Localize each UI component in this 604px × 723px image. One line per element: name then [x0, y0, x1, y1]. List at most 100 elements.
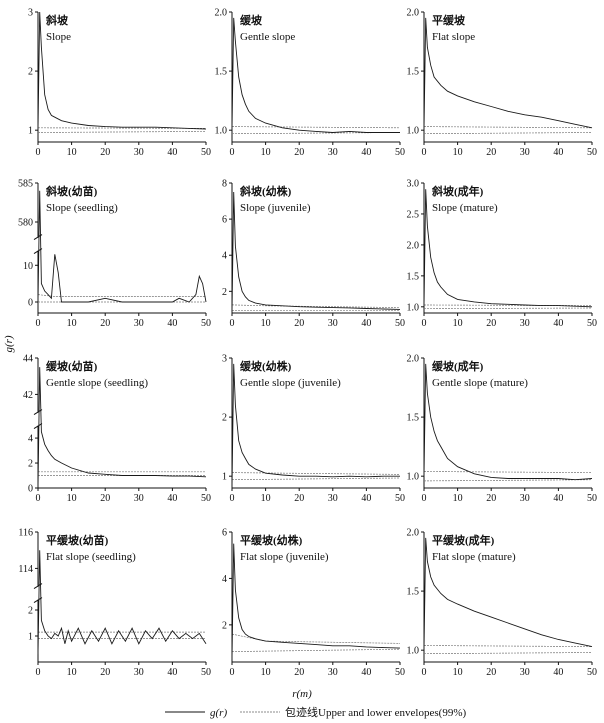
panel-title-cn: 平缓坡(幼苗): [46, 533, 109, 547]
y-tick-label: 1.0: [407, 302, 420, 313]
x-axis-label: r(m): [292, 688, 312, 700]
x-tick-label: 30: [328, 318, 338, 329]
panel-flat-seedling: 1 2 114 116 0 10 20 30 40 50 平缓坡(幼苗) Flat slope (se…: [18, 528, 211, 679]
x-tick-label: 0: [422, 667, 427, 678]
x-tick-label: 10: [261, 318, 271, 329]
y-tick-label: 2.5: [407, 209, 420, 220]
y-tick-label: 1: [28, 632, 33, 643]
y-axis-label: g(r): [3, 335, 15, 352]
y-tick-label: 1.5: [407, 413, 420, 424]
g-r-line: [231, 363, 400, 489]
x-tick-label: 20: [294, 147, 304, 158]
y-tick-label: 2.0: [407, 240, 420, 251]
lower-envelope-line: [423, 479, 593, 482]
y-tick-label: 0: [28, 484, 33, 495]
x-tick-label: 30: [328, 147, 338, 158]
legend-envelope-label: 包迹线Upper and lower envelopes(99%): [285, 705, 466, 719]
g-r-line: [231, 17, 400, 133]
y-tick-label: 114: [18, 564, 33, 575]
x-tick-label: 50: [395, 667, 405, 678]
g-r-line: [37, 367, 207, 489]
x-tick-label: 0: [422, 318, 427, 329]
y-tick-label: 2.0: [407, 354, 420, 365]
upper-envelope-line: [37, 294, 206, 297]
panel-title-en: Flat slope (juvenile): [240, 551, 329, 563]
y-tick-label: 1.0: [407, 126, 420, 137]
x-tick-label: 0: [36, 147, 41, 158]
x-tick-label: 10: [67, 147, 77, 158]
x-tick-label: 50: [395, 493, 405, 504]
x-tick-label: 20: [486, 147, 496, 158]
y-tick-label: 2: [28, 459, 33, 470]
x-tick-label: 40: [361, 318, 371, 329]
y-tick-label: 2.0: [407, 528, 420, 539]
panel-gentle: 1.0 1.5 2.0 0 10 20 30 40 50 缓坡 Gentle slope: [215, 8, 406, 159]
y-tick-label: 1: [222, 472, 227, 483]
lower-envelope-line: [231, 648, 401, 652]
x-tick-label: 0: [230, 147, 235, 158]
x-tick-label: 10: [453, 147, 463, 158]
x-tick-label: 0: [36, 667, 41, 678]
panel-slope-juvenile: 2 4 6 8 0 10 20 30 40 50 斜坡(幼株) Slope (juvenile): [222, 179, 405, 330]
upper-envelope-line: [231, 126, 401, 129]
y-tick-label: 6: [222, 215, 227, 226]
panel-title-en: Gentle slope (juvenile): [240, 377, 341, 389]
lower-envelope-line: [423, 132, 593, 135]
x-tick-label: 0: [230, 493, 235, 504]
y-tick-label: 1.5: [407, 587, 420, 598]
g-r-line: [423, 189, 593, 308]
panel-title-cn: 平缓坡: [432, 13, 466, 27]
lower-envelope-line: [231, 132, 401, 135]
panel-slope-mature: 1.0 1.5 2.0 2.5 3.0 0 10 20 30 40 50 斜坡(成年) Slope (m…: [407, 179, 598, 330]
y-tick-label: 3.0: [407, 179, 420, 190]
y-tick-label: 585: [18, 179, 33, 190]
x-tick-label: 30: [520, 493, 530, 504]
x-tick-label: 40: [361, 667, 371, 678]
x-tick-label: 40: [167, 493, 177, 504]
x-tick-label: 10: [67, 667, 77, 678]
x-tick-label: 10: [453, 318, 463, 329]
panel-title-cn: 缓坡(幼株): [240, 359, 292, 373]
upper-envelope-line: [423, 126, 593, 129]
upper-envelope-line: [423, 471, 593, 473]
x-tick-label: 20: [100, 147, 110, 158]
y-tick-label: 1.0: [215, 126, 228, 137]
x-tick-label: 10: [67, 493, 77, 504]
x-tick-label: 40: [167, 318, 177, 329]
x-tick-label: 10: [67, 318, 77, 329]
x-tick-label: 50: [587, 667, 597, 678]
y-tick-label: 2.0: [215, 8, 228, 19]
g-r-line: [231, 543, 401, 660]
y-tick-label: 8: [222, 179, 227, 190]
x-tick-label: 0: [422, 147, 427, 158]
g-r-line: [231, 191, 401, 314]
x-tick-label: 30: [134, 667, 144, 678]
panel-title-cn: 平缓坡(成年): [432, 533, 495, 547]
panel-flat: 1.0 1.5 2.0 0 10 20 30 40 50 平缓坡 Flat slope: [407, 8, 598, 159]
x-tick-label: 30: [520, 667, 530, 678]
x-tick-label: 0: [230, 318, 235, 329]
upper-envelope-line: [423, 304, 593, 306]
x-tick-label: 40: [361, 493, 371, 504]
lower-envelope-line: [37, 131, 207, 133]
x-tick-label: 0: [230, 667, 235, 678]
panel-slope-seedling: 0 10 580 585 0 10 20 30 40 50 斜坡(幼苗) Slope (seedlin…: [18, 179, 211, 330]
panel-title-cn: 斜坡: [45, 13, 69, 27]
y-tick-label: 2: [222, 287, 227, 298]
x-tick-label: 20: [486, 318, 496, 329]
panel-title-cn: 缓坡(成年): [432, 359, 484, 373]
y-tick-label: 1.5: [407, 271, 420, 282]
y-tick-label: 1.5: [215, 67, 228, 78]
lower-envelope-line: [423, 307, 593, 310]
x-tick-label: 50: [587, 318, 597, 329]
y-tick-label: 4: [222, 574, 227, 585]
upper-envelope-line: [423, 645, 593, 647]
panel-title-cn: 斜坡(幼苗): [45, 184, 98, 198]
panel-title-cn: 平缓坡(幼株): [240, 533, 303, 547]
y-tick-label: 4: [28, 434, 33, 445]
lower-envelope-line: [423, 652, 593, 655]
